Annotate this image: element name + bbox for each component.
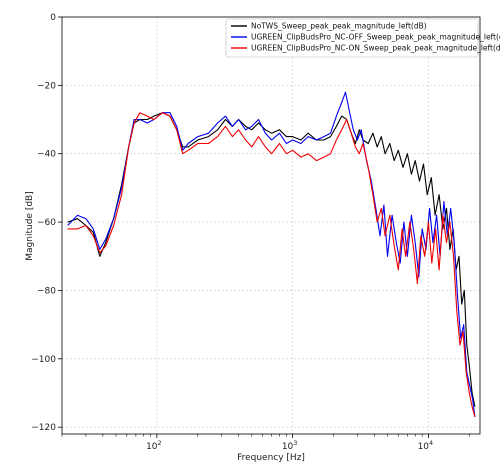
y-tick-label: −60 xyxy=(37,218,56,228)
x-axis-label: Frequency [Hz] xyxy=(237,453,305,463)
legend-label-3: UGREEN_ClipBudsPro_NC-ON_Sweep_peak_peak… xyxy=(251,44,500,53)
y-axis-label: Magnitude [dB] xyxy=(25,191,35,260)
y-tick-labels: 0 −20 −40 −60 −80 −100 −120 xyxy=(31,13,62,433)
y-tick-label: −120 xyxy=(31,423,56,433)
legend-label-2: UGREEN_ClipBudsPro_NC-OFF_Sweep_peak_pea… xyxy=(251,33,500,42)
x-tick-labels: 102 103 104 xyxy=(61,434,470,452)
x-tick-label: 104 xyxy=(418,439,434,452)
x-tick-label: 102 xyxy=(146,439,162,452)
y-tick-label: 0 xyxy=(50,13,56,23)
legend: NoTWS_Sweep_peak_peak_magnitude_left(dB)… xyxy=(225,18,500,58)
y-tick-label: −100 xyxy=(31,355,56,365)
y-tick-label: −80 xyxy=(37,286,56,296)
y-tick-label: −40 xyxy=(37,150,56,160)
series-line-3 xyxy=(67,112,476,418)
plot-frame xyxy=(61,16,481,435)
grid-lines xyxy=(62,16,480,434)
y-tick-label: −20 xyxy=(37,81,56,91)
series-lines xyxy=(67,91,476,418)
legend-label-1: NoTWS_Sweep_peak_peak_magnitude_left(dB) xyxy=(251,22,427,31)
legend-box xyxy=(225,18,479,58)
series-line-1 xyxy=(67,112,476,407)
x-tick-label: 103 xyxy=(282,439,298,452)
